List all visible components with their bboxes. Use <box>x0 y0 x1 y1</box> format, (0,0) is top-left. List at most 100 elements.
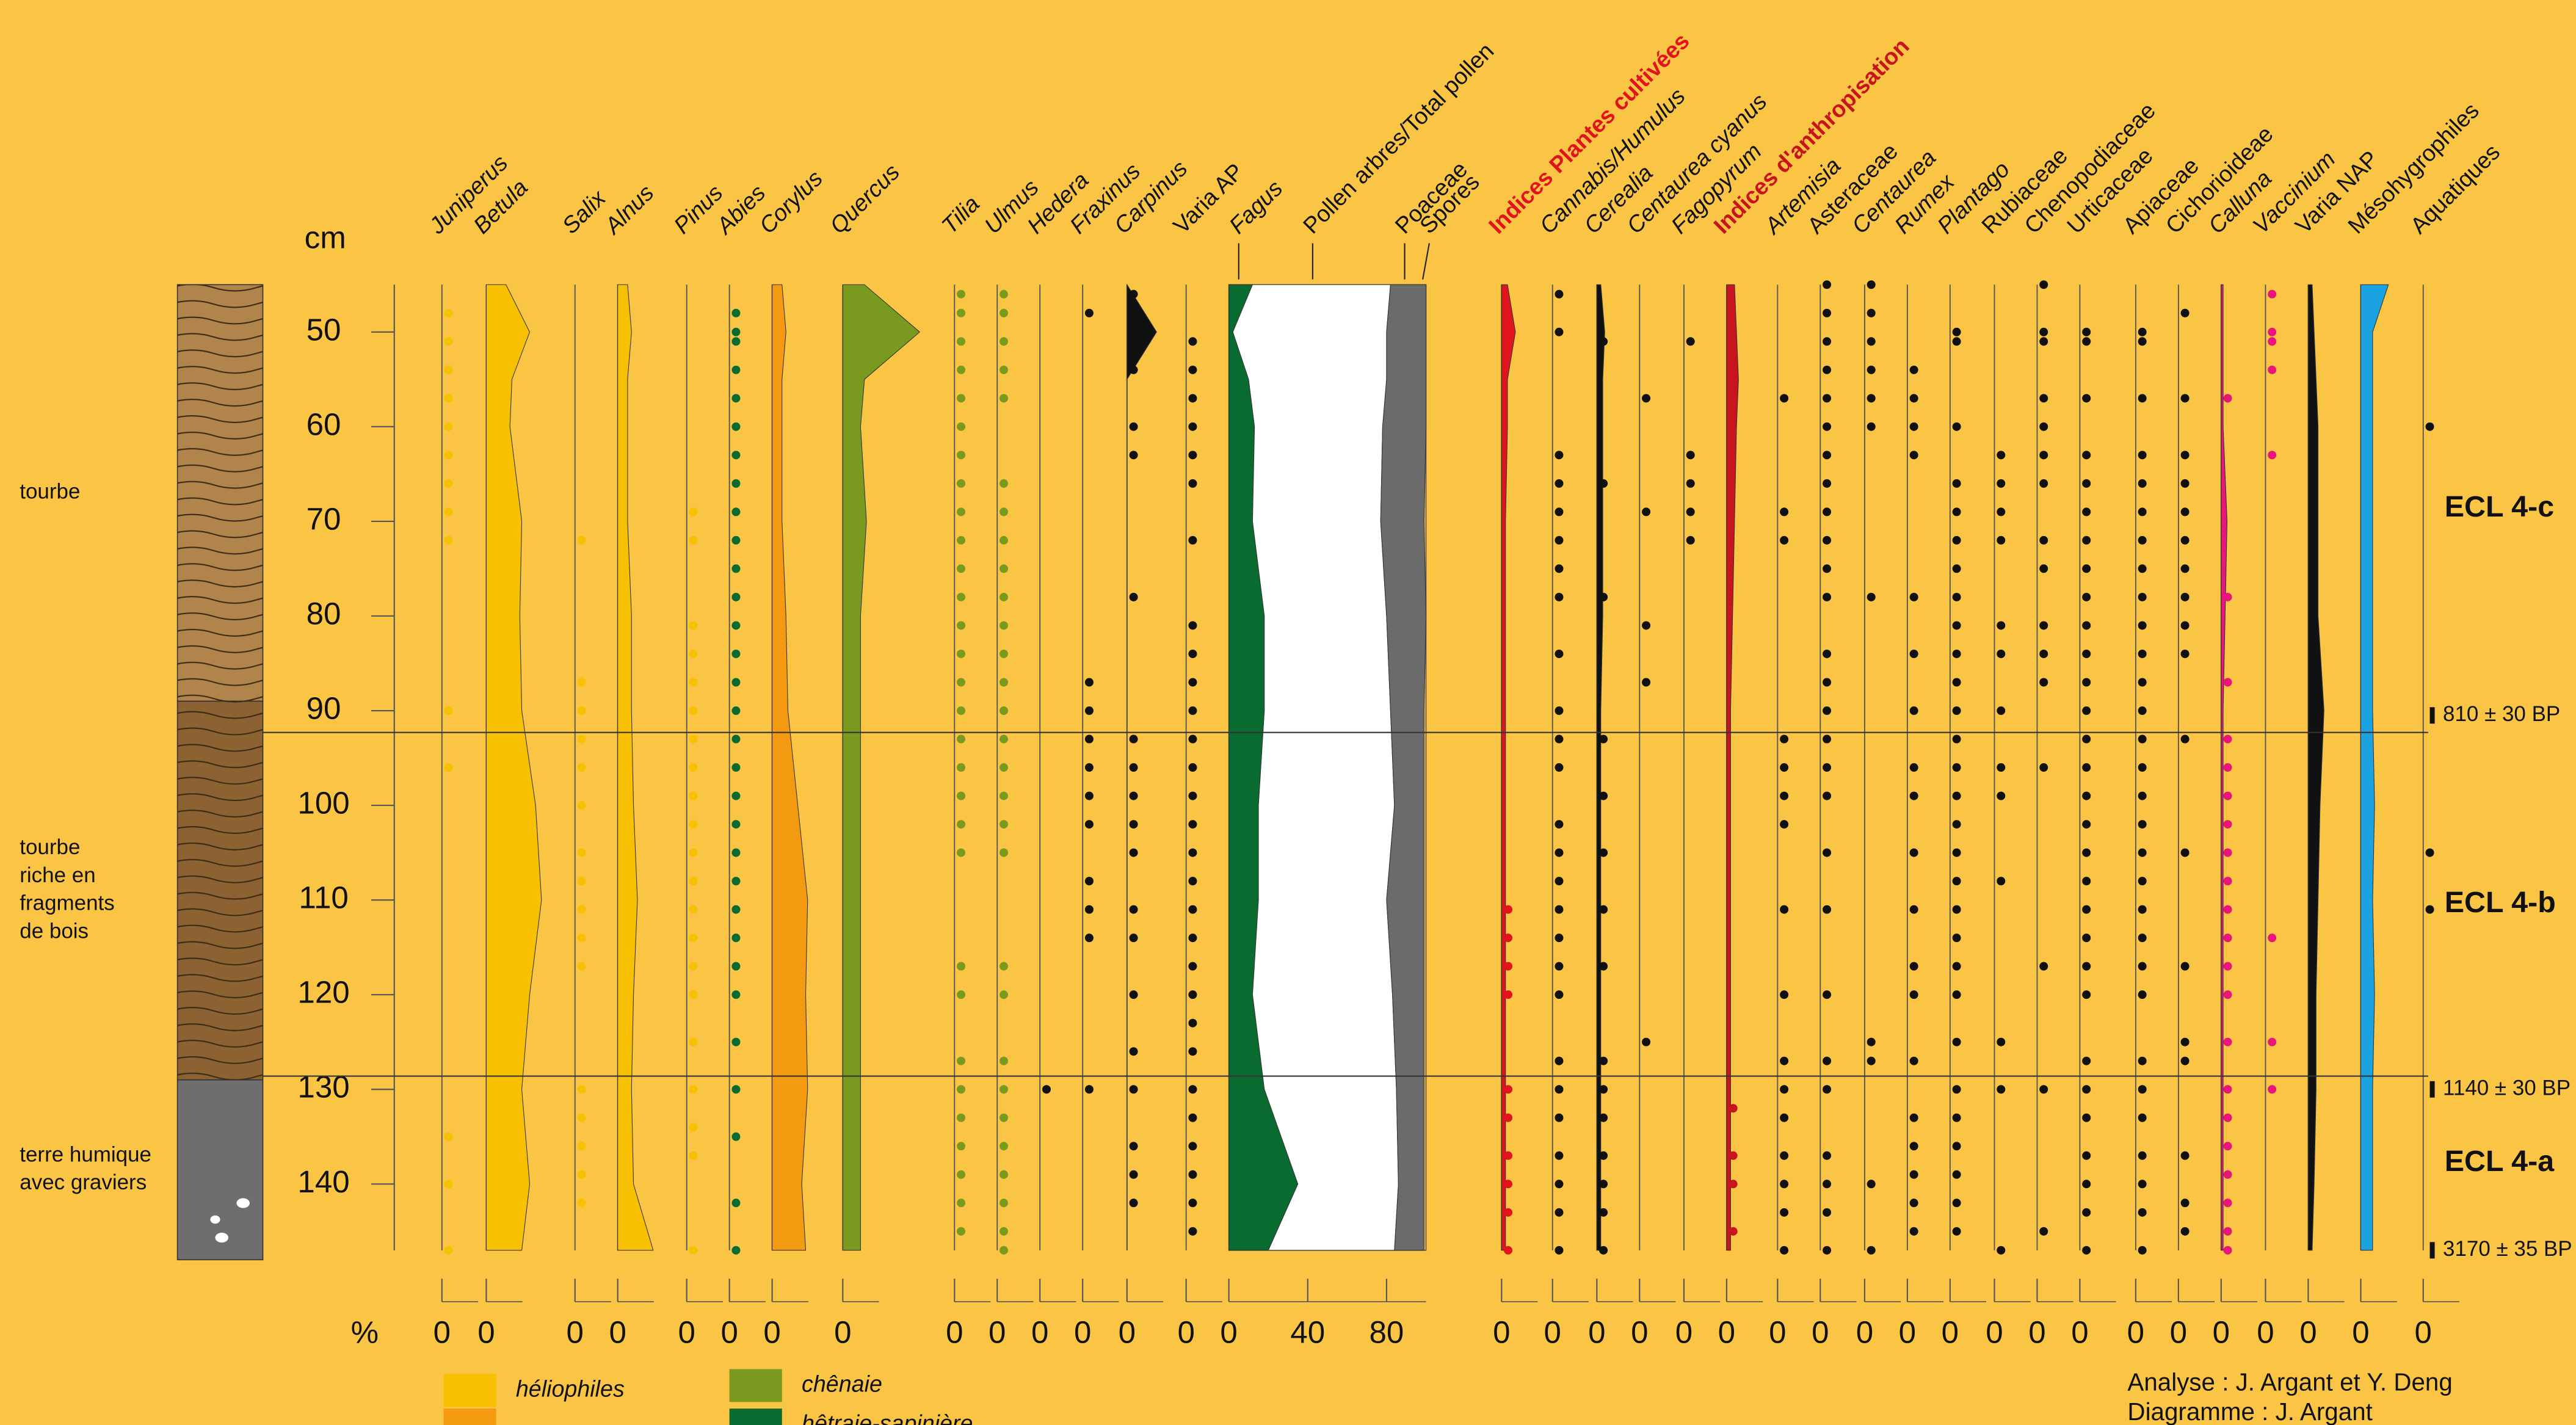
taxon-dot <box>1729 1151 1738 1160</box>
taxon-dot <box>1084 308 1094 317</box>
taxon-dot <box>1188 394 1197 403</box>
taxon-dot <box>1780 990 1789 999</box>
x-tick-label: 0 <box>2071 1314 2088 1349</box>
taxon-dot <box>1000 791 1009 800</box>
taxon-dot <box>2138 451 2147 460</box>
taxon-dot <box>1823 535 1832 545</box>
taxon-dot <box>731 621 741 630</box>
taxon-dot <box>1129 791 1138 800</box>
taxon-dot <box>2082 621 2091 630</box>
taxon-dot <box>2180 621 2190 630</box>
taxon-dot <box>1000 289 1009 299</box>
taxon-dot <box>1823 507 1832 517</box>
x-tick-label: 0 <box>1177 1314 1194 1349</box>
x-tick-label: 0 <box>567 1314 584 1349</box>
taxon-dot <box>1555 848 1564 857</box>
taxon-dot <box>2223 848 2232 857</box>
taxon-dot <box>577 877 586 886</box>
taxon-dot <box>1909 649 1918 658</box>
taxon-dot <box>2039 337 2048 346</box>
taxon-dot <box>731 877 741 886</box>
taxon-dot <box>2223 934 2232 943</box>
taxon-dot <box>1909 763 1918 772</box>
taxon-dot <box>444 535 453 545</box>
fagus-area <box>1228 284 1299 1251</box>
taxon-dot <box>2082 1208 2091 1217</box>
taxon-dot <box>2223 734 2232 744</box>
taxon-dot <box>1188 1018 1197 1028</box>
taxon-dot <box>1952 763 1961 772</box>
taxon-dot <box>1504 905 1513 914</box>
taxon-dot <box>2082 451 2091 460</box>
taxon-dot <box>2039 564 2048 573</box>
taxon-dot <box>2082 649 2091 658</box>
taxon-dot <box>2082 763 2091 772</box>
taxon-dot <box>1555 1056 1564 1065</box>
taxon-dot <box>1000 365 1009 374</box>
lithology-label: tourbe <box>20 835 80 859</box>
taxon-dot <box>2138 763 2147 772</box>
taxon-dot <box>2039 451 2048 460</box>
taxon-dot <box>1952 934 1961 943</box>
taxon-dot <box>577 1142 586 1151</box>
taxon-dot <box>1129 422 1138 431</box>
taxon-dot <box>1823 763 1832 772</box>
taxon-dot <box>1000 564 1009 573</box>
taxon-dot <box>1686 507 1695 517</box>
y-tick-label: 110 <box>299 880 348 915</box>
taxon-dot <box>1188 1085 1197 1094</box>
taxon-dot <box>1952 1037 1961 1046</box>
taxon-dot <box>1504 962 1513 971</box>
taxon-dot <box>1129 592 1138 601</box>
taxon-dot <box>2268 337 2277 346</box>
y-tick-label: 140 <box>297 1164 349 1199</box>
taxon-dot <box>577 535 586 545</box>
taxon-dot <box>1823 1151 1832 1160</box>
taxon-dot <box>1555 877 1564 886</box>
taxon-dot <box>1952 1170 1961 1179</box>
taxon-dot <box>1188 535 1197 545</box>
taxon-dot <box>689 621 698 630</box>
taxon-dot <box>1599 848 1608 857</box>
taxon-dot <box>1952 734 1961 744</box>
credit: Diagramme : J. Argant <box>2127 1398 2372 1425</box>
taxon-dot <box>1555 820 1564 829</box>
taxon-dot <box>1867 592 1876 601</box>
taxon-dot <box>1188 479 1197 488</box>
taxon-dot <box>2268 451 2277 460</box>
x-tick-label: 0 <box>2257 1314 2274 1349</box>
taxon-dot <box>2138 1151 2147 1160</box>
taxon-dot <box>1780 1151 1789 1160</box>
taxon-dot <box>1952 905 1961 914</box>
taxon-curve <box>2307 284 2324 1251</box>
taxon-dot <box>1952 820 1961 829</box>
taxon-dot <box>1599 734 1608 744</box>
taxon-dot <box>1729 1104 1738 1113</box>
x-tick-label: 0 <box>609 1314 626 1349</box>
taxon-dot <box>2039 678 2048 687</box>
taxon-dot <box>1000 592 1009 601</box>
taxon-dot <box>731 1198 741 1208</box>
taxon-dot <box>957 820 966 829</box>
taxon-dot <box>2138 479 2147 488</box>
taxon-dot <box>731 422 741 431</box>
taxon-dot <box>1909 1113 1918 1122</box>
taxon-dot <box>2082 990 2091 999</box>
taxon-dot <box>1729 1227 1738 1236</box>
taxon-dot <box>957 451 966 460</box>
taxon-dot <box>444 1180 453 1189</box>
taxon-dot <box>577 905 586 914</box>
taxon-dot <box>1188 905 1197 914</box>
taxon-dot <box>2082 535 2091 545</box>
taxon-curve <box>617 284 654 1251</box>
taxon-dot <box>2223 962 2232 971</box>
taxon-dot <box>1599 337 1608 346</box>
taxon-dot <box>2223 1198 2232 1208</box>
taxon-dot <box>1599 791 1608 800</box>
taxon-dot <box>731 734 741 744</box>
taxon-dot <box>1729 1180 1738 1189</box>
taxon-dot <box>731 990 741 999</box>
x-tick-label: 0 <box>1986 1314 2003 1349</box>
taxon-dot <box>1129 289 1138 299</box>
taxon-dot <box>1188 962 1197 971</box>
